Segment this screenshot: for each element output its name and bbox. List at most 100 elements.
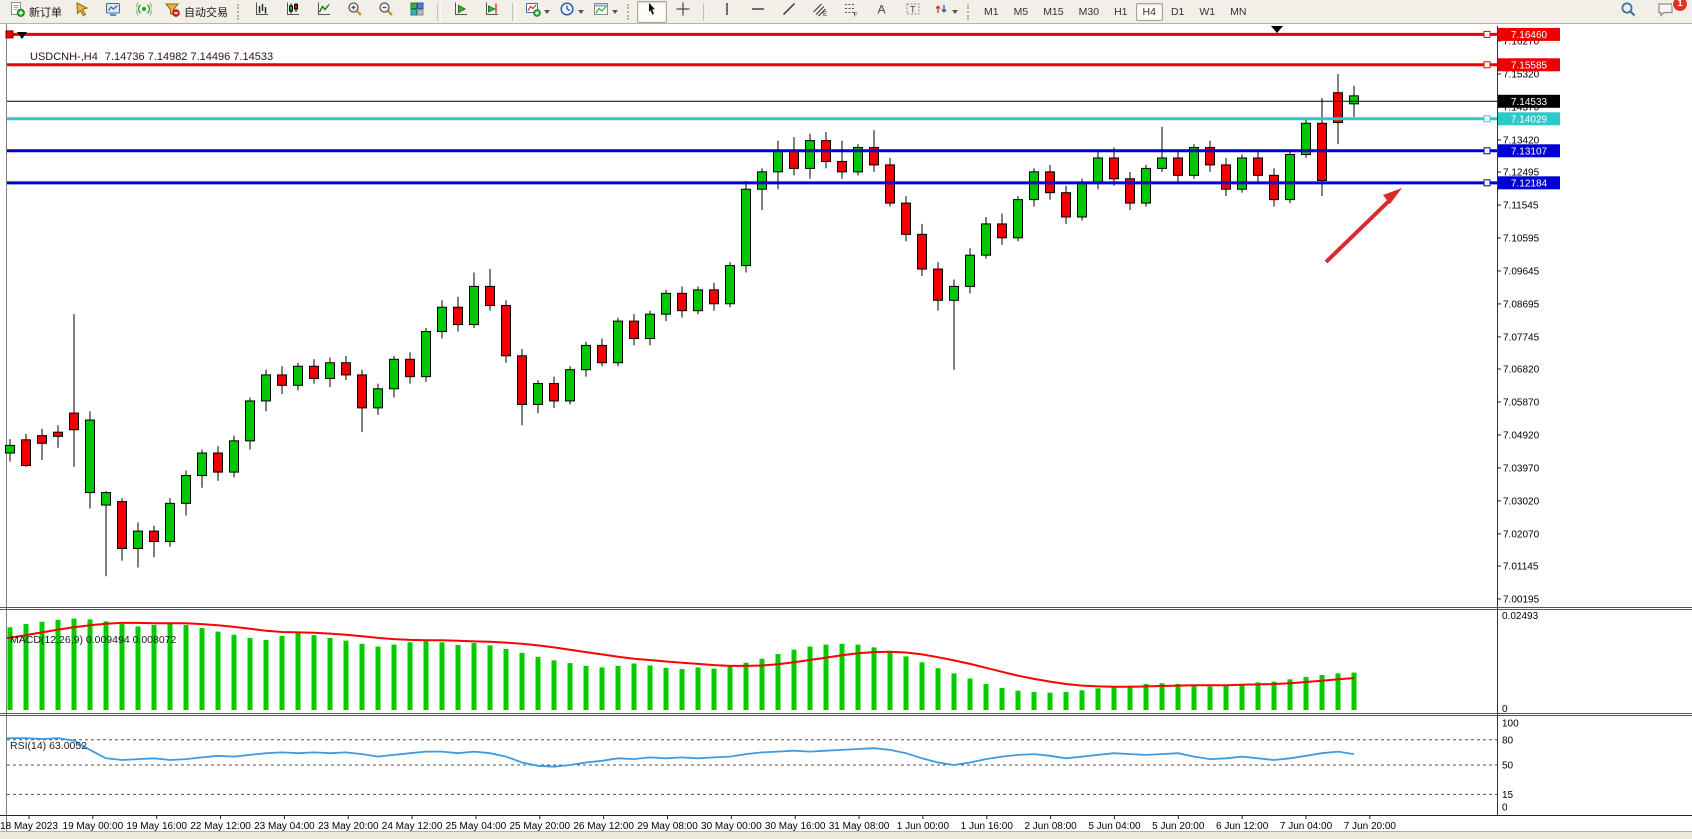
- trendline-tool-button[interactable]: [774, 1, 804, 23]
- svg-text:100: 100: [1502, 719, 1519, 730]
- vertical-line-tool-button[interactable]: [712, 1, 742, 23]
- text-icon: A: [874, 1, 890, 22]
- chevron-down-icon: [952, 9, 958, 14]
- svg-text:19 May 00:00: 19 May 00:00: [63, 821, 124, 832]
- chart-title-symbol: USDCNH-,H4: [30, 51, 98, 63]
- gold-cursor-button[interactable]: [67, 1, 97, 23]
- svg-text:7.13107: 7.13107: [1511, 146, 1548, 157]
- svg-text:19 May 16:00: 19 May 16:00: [126, 821, 187, 832]
- arrows-tool-button[interactable]: [929, 1, 962, 23]
- svg-text:7.16460: 7.16460: [1511, 30, 1548, 41]
- auto-trading-label: 自动交易: [184, 6, 228, 19]
- crosshair-tool-button[interactable]: [668, 1, 698, 23]
- horizontal-line-tool-button[interactable]: [743, 1, 773, 23]
- text-label-tool-button[interactable]: T: [898, 1, 928, 23]
- timeframe-button-M1[interactable]: M1: [984, 5, 999, 18]
- chevron-down-icon: [612, 9, 618, 14]
- new-order-button[interactable]: 新订单: [5, 1, 66, 23]
- svg-text:7.10595: 7.10595: [1503, 233, 1540, 244]
- timeframe-button-M5[interactable]: M5: [1013, 5, 1029, 18]
- svg-text:7.01145: 7.01145: [1503, 561, 1539, 572]
- svg-text:0: 0: [1502, 704, 1508, 715]
- svg-text:18 May 2023: 18 May 2023: [0, 821, 58, 832]
- svg-text:0.02493: 0.02493: [1502, 611, 1539, 622]
- toolbar-separator: [703, 2, 707, 21]
- chart-window[interactable]: 7.16270 7.15320 7.14370 7.13420 7.12495 7.115…: [0, 24, 1692, 839]
- chart-shift-button[interactable]: [477, 1, 507, 23]
- chart-window-button[interactable]: [98, 1, 128, 23]
- notification-count-badge: 1: [1673, 0, 1687, 11]
- svg-text:24 May 12:00: 24 May 12:00: [382, 821, 443, 832]
- chevron-down-icon: [544, 9, 550, 14]
- macd-indicator-label: MACD(12,26,9) 0.009494 0.008072: [10, 634, 177, 646]
- line-chart-button[interactable]: [309, 1, 339, 23]
- tile-windows-button[interactable]: [402, 1, 432, 23]
- gold-cursor-icon: [74, 1, 90, 22]
- toolbar-drag-handle: [237, 3, 242, 20]
- timeframe-button-H4[interactable]: H4: [1135, 2, 1163, 21]
- svg-text:7.05870: 7.05870: [1503, 397, 1540, 408]
- auto-scroll-icon: [453, 1, 469, 22]
- svg-text:31 May 08:00: 31 May 08:00: [829, 821, 890, 832]
- signal-button[interactable]: [129, 1, 159, 23]
- timeframe-button-M15[interactable]: M15: [1043, 5, 1064, 18]
- svg-text:7.00195: 7.00195: [1503, 594, 1540, 605]
- macd-pane: 0.02493 0: [7, 611, 1539, 715]
- indicators-icon: [525, 1, 541, 22]
- zoom-in-button[interactable]: [340, 1, 370, 23]
- candlestick-chart-button[interactable]: [278, 1, 308, 23]
- notifications-button[interactable]: 1: [1651, 0, 1687, 23]
- crosshair-icon: [675, 1, 691, 22]
- svg-text:7.06820: 7.06820: [1503, 365, 1540, 376]
- svg-text:7.11545: 7.11545: [1503, 201, 1539, 212]
- timeframe-button-M30[interactable]: M30: [1078, 5, 1100, 18]
- timeframe-button-MN[interactable]: MN: [1230, 5, 1247, 18]
- fibonacci-tool-button[interactable]: F: [836, 1, 866, 23]
- chart-canvas[interactable]: 7.16270 7.15320 7.14370 7.13420 7.12495 7.115…: [0, 24, 1692, 839]
- templates-button[interactable]: [589, 1, 622, 23]
- indicators-button[interactable]: [521, 1, 554, 23]
- trend-arrow-annotation[interactable]: [1324, 188, 1402, 264]
- svg-text:7.08695: 7.08695: [1503, 299, 1540, 310]
- svg-text:7.13420: 7.13420: [1503, 135, 1540, 146]
- svg-text:30 May 00:00: 30 May 00:00: [701, 821, 762, 832]
- cursor-tool-button[interactable]: [637, 0, 667, 23]
- auto-scroll-button[interactable]: [446, 1, 476, 23]
- svg-text:7.12184: 7.12184: [1511, 178, 1548, 189]
- svg-text:15: 15: [1502, 790, 1514, 801]
- chevron-down-icon: [578, 9, 584, 14]
- toolbar-separator: [512, 2, 516, 21]
- chart-title-ohlc: 7.14736 7.14982 7.14496 7.14533: [104, 51, 274, 63]
- timeframe-button-D1[interactable]: D1: [1170, 5, 1185, 18]
- horizontal-line-objects[interactable]: 7.16460 7.15585 7.14533 7.14029 7.13107 7.121…: [5, 27, 1560, 190]
- svg-text:7.04920: 7.04920: [1503, 430, 1540, 441]
- equidistant-channel-tool-button[interactable]: E: [805, 1, 835, 23]
- bar-chart-icon: [254, 1, 270, 22]
- search-button[interactable]: [1613, 1, 1643, 23]
- price-badge-7.14533: [1498, 94, 1560, 108]
- svg-text:7 Jun 04:00: 7 Jun 04:00: [1280, 821, 1333, 832]
- svg-text:26 May 12:00: 26 May 12:00: [573, 821, 634, 832]
- text-tool-button[interactable]: A: [867, 1, 897, 23]
- trendline-icon: [781, 1, 797, 22]
- svg-text:7.14370: 7.14370: [1503, 102, 1540, 113]
- tile-windows-icon: [409, 1, 425, 22]
- horizontal-line-icon: [750, 1, 766, 22]
- zoom-out-button[interactable]: [371, 1, 401, 23]
- timeframe-button-W1[interactable]: W1: [1199, 5, 1216, 18]
- svg-text:80: 80: [1502, 735, 1514, 746]
- svg-text:7.03970: 7.03970: [1503, 463, 1540, 474]
- chat-bubble-icon: [1657, 1, 1675, 23]
- rsi-line: [7, 737, 1355, 768]
- svg-text:7.07745: 7.07745: [1503, 332, 1540, 343]
- auto-trading-button[interactable]: 自动交易: [160, 1, 232, 23]
- line-chart-icon: [316, 1, 332, 22]
- bar-chart-button[interactable]: [247, 1, 277, 23]
- svg-text:50: 50: [1502, 761, 1514, 772]
- timeframe-button-H1[interactable]: H1: [1114, 5, 1128, 18]
- chart-template-icon: [593, 1, 609, 22]
- svg-text:23 May 20:00: 23 May 20:00: [318, 821, 379, 832]
- periods-button[interactable]: [555, 1, 588, 23]
- svg-text:7.14533: 7.14533: [1511, 97, 1548, 108]
- svg-text:7.03020: 7.03020: [1503, 496, 1540, 507]
